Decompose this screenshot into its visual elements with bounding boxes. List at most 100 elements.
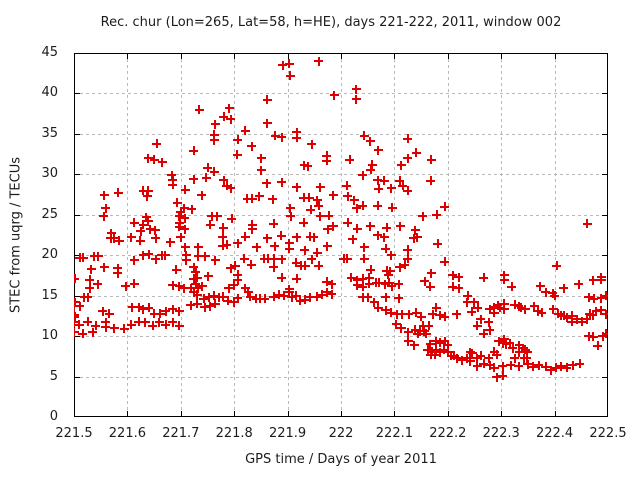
data-point xyxy=(369,297,379,307)
data-point xyxy=(83,292,93,302)
data-point xyxy=(352,280,362,290)
data-point xyxy=(101,317,110,327)
data-point xyxy=(588,310,597,320)
data-point xyxy=(426,155,436,165)
gridline-horizontal xyxy=(74,215,608,216)
gridline-vertical xyxy=(341,53,342,417)
data-point xyxy=(373,175,383,185)
data-point xyxy=(93,279,102,289)
data-point xyxy=(246,260,256,270)
data-point xyxy=(83,317,93,327)
data-point xyxy=(462,297,472,307)
data-point xyxy=(479,329,489,339)
data-point xyxy=(174,321,184,331)
data-point xyxy=(277,254,287,264)
data-point xyxy=(514,301,524,311)
data-point xyxy=(412,232,422,242)
data-point xyxy=(411,308,421,318)
data-point xyxy=(181,255,191,265)
data-point xyxy=(114,236,124,246)
data-point xyxy=(141,212,151,222)
data-point xyxy=(472,321,482,331)
data-point xyxy=(479,359,489,369)
data-point xyxy=(230,261,240,271)
data-point xyxy=(420,276,430,286)
data-point xyxy=(284,59,294,68)
data-point xyxy=(435,347,445,357)
data-point xyxy=(180,242,190,252)
data-point xyxy=(359,242,369,252)
data-point xyxy=(365,221,375,231)
data-point xyxy=(74,320,84,330)
x-tick-label: 221.9 xyxy=(268,426,307,441)
data-point xyxy=(373,145,383,155)
data-point xyxy=(463,291,473,301)
data-point xyxy=(129,279,139,288)
data-point xyxy=(404,309,414,319)
data-point xyxy=(439,345,448,355)
data-point xyxy=(516,303,526,313)
data-point xyxy=(109,323,119,333)
data-point xyxy=(495,303,505,313)
data-point xyxy=(328,190,338,200)
data-point xyxy=(247,220,257,229)
data-point xyxy=(568,360,578,370)
data-point xyxy=(505,338,515,348)
data-point xyxy=(342,181,352,191)
data-point xyxy=(262,118,272,128)
data-point xyxy=(323,224,333,234)
data-point xyxy=(186,300,196,310)
data-point xyxy=(191,267,201,277)
y-tick-mark xyxy=(602,215,608,216)
gridline-horizontal xyxy=(74,134,608,135)
data-point xyxy=(240,232,250,242)
data-point xyxy=(143,153,153,163)
data-point xyxy=(180,224,189,234)
data-point xyxy=(492,350,502,360)
data-point xyxy=(315,211,325,221)
data-point xyxy=(582,219,592,229)
data-point xyxy=(484,317,494,327)
data-point xyxy=(386,308,396,318)
data-point xyxy=(307,254,317,264)
data-point xyxy=(324,211,334,221)
data-point xyxy=(149,309,159,318)
data-point xyxy=(522,353,532,363)
plot-frame xyxy=(74,53,608,417)
data-point xyxy=(104,309,114,318)
data-point xyxy=(187,204,196,214)
data-point xyxy=(192,290,202,300)
data-point xyxy=(172,198,182,208)
data-point xyxy=(174,222,184,232)
data-point xyxy=(428,309,438,319)
data-point xyxy=(572,314,581,324)
data-point xyxy=(193,242,203,252)
data-point xyxy=(136,226,146,236)
data-point xyxy=(199,294,209,304)
data-point xyxy=(78,329,87,339)
data-point xyxy=(322,156,332,166)
y-tick-mark xyxy=(74,296,80,297)
data-point xyxy=(589,294,599,304)
data-point xyxy=(359,254,369,263)
gridline-vertical xyxy=(555,53,556,417)
data-point xyxy=(179,283,189,293)
data-point xyxy=(403,245,413,255)
data-point xyxy=(322,287,332,297)
data-point xyxy=(126,232,136,242)
data-point xyxy=(205,220,215,229)
data-point xyxy=(299,193,309,203)
data-point xyxy=(218,223,228,233)
data-point xyxy=(210,299,220,309)
data-point xyxy=(479,273,489,283)
gridline-vertical xyxy=(394,53,395,417)
data-point xyxy=(286,211,296,221)
data-point xyxy=(588,332,598,342)
data-point xyxy=(160,250,170,260)
data-point xyxy=(129,218,139,228)
data-point xyxy=(262,178,272,188)
data-point xyxy=(233,270,243,280)
data-point xyxy=(138,220,148,229)
data-point xyxy=(210,255,220,265)
data-point xyxy=(588,275,598,285)
